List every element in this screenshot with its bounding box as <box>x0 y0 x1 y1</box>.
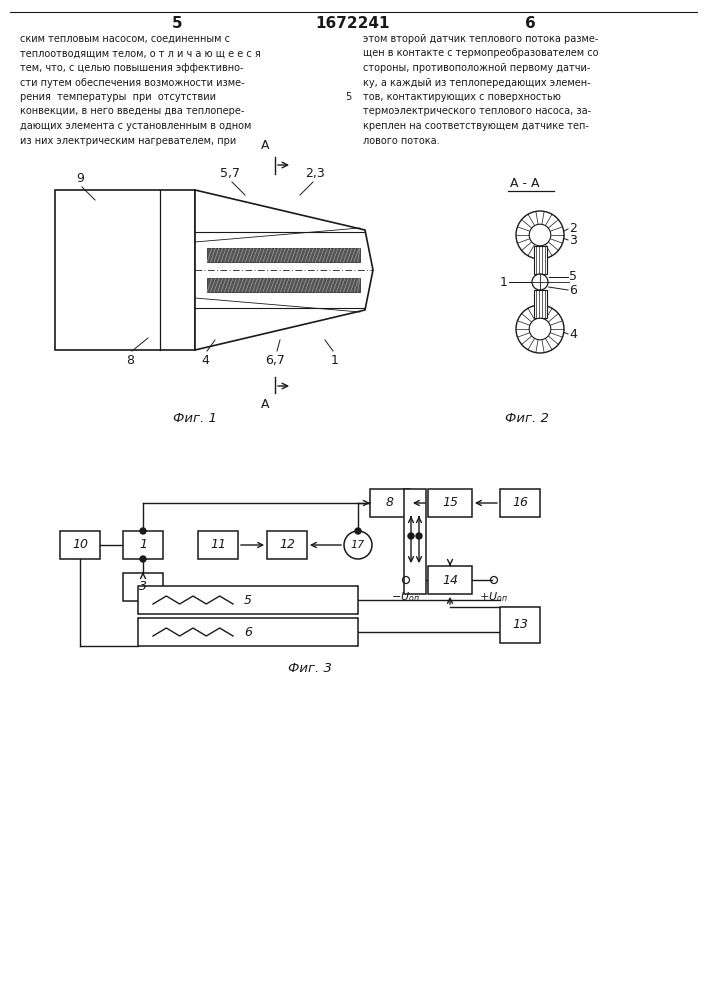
Text: ским тепловым насосом, соединенным с: ским тепловым насосом, соединенным с <box>20 34 230 44</box>
Text: Фиг. 3: Фиг. 3 <box>288 662 332 675</box>
Circle shape <box>416 533 422 539</box>
Bar <box>138 586 358 614</box>
Circle shape <box>344 531 372 559</box>
Circle shape <box>532 274 548 290</box>
Text: 5,7: 5,7 <box>220 167 240 180</box>
Bar <box>207 278 360 292</box>
Text: 9: 9 <box>76 172 84 185</box>
Text: 6: 6 <box>244 626 252 639</box>
Text: Фиг. 2: Фиг. 2 <box>505 412 549 425</box>
Text: ку, а каждый из теплопередающих элемен-: ку, а каждый из теплопередающих элемен- <box>363 78 590 88</box>
Text: сти путем обеспечения возможности изме-: сти путем обеспечения возможности изме- <box>20 78 245 88</box>
Text: 2,3: 2,3 <box>305 167 325 180</box>
Bar <box>123 573 163 601</box>
Text: этом второй датчик теплового потока разме-: этом второй датчик теплового потока разм… <box>363 34 598 44</box>
Text: конвекции, в него введены два теплопере-: конвекции, в него введены два теплопере- <box>20 106 245 116</box>
Text: 8: 8 <box>386 496 394 510</box>
Text: A: A <box>261 398 269 411</box>
Bar <box>534 246 547 274</box>
Circle shape <box>140 556 146 562</box>
Text: 5: 5 <box>569 270 577 284</box>
Bar <box>500 607 540 643</box>
Text: тем, что, с целью повышения эффективно-: тем, что, с целью повышения эффективно- <box>20 63 243 73</box>
Text: 1672241: 1672241 <box>316 16 390 31</box>
Text: 8: 8 <box>126 354 134 367</box>
Text: креплен на соответствующем датчике теп-: креплен на соответствующем датчике теп- <box>363 121 589 131</box>
Circle shape <box>530 224 551 246</box>
Text: A - A: A - A <box>510 177 539 190</box>
Circle shape <box>408 533 414 539</box>
Text: A: A <box>261 139 269 152</box>
Text: $-U_{оп}$: $-U_{оп}$ <box>392 590 421 604</box>
Text: 3: 3 <box>139 580 147 593</box>
Text: 1: 1 <box>139 538 147 552</box>
Text: 3: 3 <box>569 233 577 246</box>
Text: 14: 14 <box>442 574 458 586</box>
Bar <box>198 531 238 559</box>
Bar <box>500 489 540 517</box>
Text: 5: 5 <box>244 593 252 606</box>
Text: лового потока.: лового потока. <box>363 135 440 145</box>
Text: 10: 10 <box>72 538 88 552</box>
Text: тов, контактирующих с поверхностью: тов, контактирующих с поверхностью <box>363 92 561 102</box>
Text: 6: 6 <box>569 284 577 296</box>
Text: дающих элемента с установленным в одном: дающих элемента с установленным в одном <box>20 121 252 131</box>
Text: 13: 13 <box>512 618 528 632</box>
Text: Фиг. 1: Фиг. 1 <box>173 412 217 425</box>
Text: 12: 12 <box>279 538 295 552</box>
Text: теплоотводящим телом, о т л и ч а ю щ е е с я: теплоотводящим телом, о т л и ч а ю щ е … <box>20 48 261 58</box>
Text: термоэлектрического теплового насоса, за-: термоэлектрического теплового насоса, за… <box>363 106 591 116</box>
Text: стороны, противоположной первому датчи-: стороны, противоположной первому датчи- <box>363 63 590 73</box>
Bar <box>267 531 307 559</box>
Text: 4: 4 <box>569 328 577 340</box>
Circle shape <box>355 528 361 534</box>
Text: 1: 1 <box>331 354 339 367</box>
Circle shape <box>516 305 564 353</box>
Text: 15: 15 <box>442 496 458 510</box>
Bar <box>138 618 358 646</box>
Circle shape <box>140 528 146 534</box>
Text: 16: 16 <box>512 496 528 510</box>
Bar <box>207 248 360 262</box>
Text: 6,7: 6,7 <box>265 354 285 367</box>
Bar <box>428 566 472 594</box>
Text: 11: 11 <box>210 538 226 552</box>
Bar <box>123 531 163 559</box>
Text: 5: 5 <box>345 92 351 102</box>
Circle shape <box>530 318 551 340</box>
Polygon shape <box>195 190 373 350</box>
Text: 5: 5 <box>172 16 182 31</box>
Text: 17: 17 <box>351 540 365 550</box>
Text: 6: 6 <box>525 16 535 31</box>
Text: 1: 1 <box>500 275 508 288</box>
Bar <box>370 489 410 517</box>
Text: 4: 4 <box>201 354 209 367</box>
Text: 2: 2 <box>569 223 577 235</box>
Bar <box>428 489 472 517</box>
Bar <box>534 290 547 318</box>
Bar <box>404 489 426 594</box>
Bar <box>60 531 100 559</box>
Circle shape <box>516 211 564 259</box>
Text: рения  температуры  при  отсутствии: рения температуры при отсутствии <box>20 92 216 102</box>
Text: щен в контакте с термопреобразователем со: щен в контакте с термопреобразователем с… <box>363 48 599 58</box>
Text: $+U_{оп}$: $+U_{оп}$ <box>479 590 508 604</box>
Text: из них электрическим нагревателем, при: из них электрическим нагревателем, при <box>20 135 236 145</box>
Bar <box>55 190 195 350</box>
